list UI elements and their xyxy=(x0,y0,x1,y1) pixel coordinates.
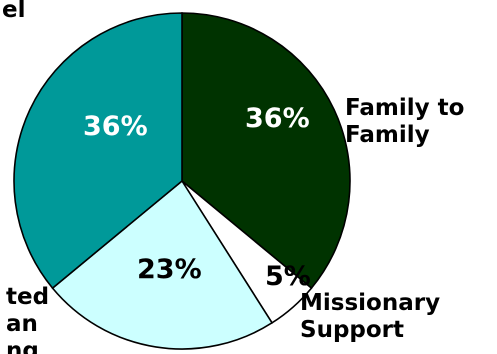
slice-category-label-2-line-0: ted xyxy=(6,284,49,310)
slice-category-label-2-line-1: an xyxy=(6,311,38,337)
pie-slices xyxy=(13,12,351,350)
pie-slice-3 xyxy=(13,12,183,290)
slice-category-label-1-line-1: Support xyxy=(300,317,404,343)
slice-percent-label-3: 36% xyxy=(83,111,148,142)
pie-slice-0 xyxy=(181,12,351,290)
slice-category-label-1-line-0: Missionary xyxy=(300,290,440,316)
top-label-fragment: el xyxy=(2,0,25,23)
pie-slice-2 xyxy=(51,179,274,350)
slice-percent-labels: 36% 5% 23% 36% xyxy=(83,103,311,292)
slice-category-label-2-line-2: ng xyxy=(6,338,39,354)
slice-percent-label-0: 36% xyxy=(245,103,310,134)
slice-percent-label-1: 5% xyxy=(265,261,311,292)
slice-percent-label-2: 23% xyxy=(137,254,202,285)
slice-category-label-0-line-0: Family to xyxy=(345,95,464,121)
slice-category-label-0-line-1: Family xyxy=(345,122,430,148)
